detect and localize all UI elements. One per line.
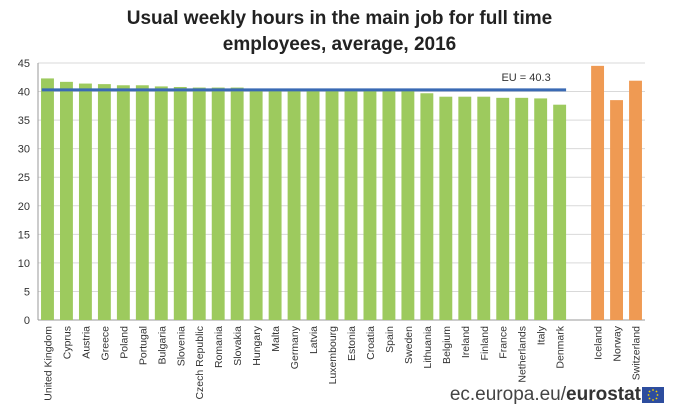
x-tick-label: Slovakia (232, 326, 244, 366)
x-tick-label: Ireland (460, 326, 472, 358)
x-tick-label: Latvia (308, 326, 320, 354)
y-tick-label: 0 (24, 315, 30, 327)
x-tick-label: Hungary (251, 325, 263, 365)
bar-belgium (439, 96, 453, 320)
y-tick-label: 15 (18, 229, 30, 241)
x-tick-label: Greece (99, 326, 111, 361)
bar-lithuania (420, 93, 434, 320)
x-tick-label: Estonia (346, 326, 358, 361)
bar-cyprus (60, 81, 73, 320)
bar-croatia (363, 89, 377, 320)
x-tick-label: Luxembourg (327, 326, 339, 385)
x-tick-label: Germany (289, 325, 301, 369)
x-tick-label: Switzerland (631, 326, 643, 380)
x-tick-label: Belgium (441, 326, 453, 364)
x-tick-label: Portugal (137, 326, 149, 365)
bar-iceland (591, 65, 605, 320)
x-tick-label: Malta (270, 326, 282, 352)
bar-greece (97, 84, 111, 321)
x-tick-label: United Kingdom (42, 326, 54, 401)
bar-estonia (344, 89, 358, 320)
y-tick-label: 45 (18, 58, 30, 70)
bar-finland (477, 96, 491, 320)
y-tick-label: 30 (18, 144, 30, 156)
y-tick-label: 5 (24, 286, 30, 298)
title-line-2: employees, average, 2016 (222, 34, 457, 55)
bar-czech-republic (192, 87, 206, 321)
eurostat-logo: ec.europa.eu/eurostat (449, 384, 641, 405)
x-tick-label: Italy (536, 325, 548, 345)
bar-romania (211, 87, 225, 321)
x-tick-label: Czech Republic (194, 326, 206, 400)
x-tick-label: Denmark (555, 325, 567, 368)
x-tick-label: Lithuania (422, 326, 434, 369)
title-line-1: Usual weekly hours in the main job for f… (126, 8, 553, 29)
eu-flag-icon (642, 387, 664, 403)
bar-denmark (553, 104, 567, 321)
bar-italy (534, 98, 548, 320)
x-tick-label: Bulgaria (156, 326, 168, 365)
bar-hungary (249, 88, 263, 320)
bar-bulgaria (154, 86, 168, 320)
bar-netherlands (515, 97, 529, 321)
bar-switzerland (629, 80, 642, 321)
y-tick-label: 25 (18, 172, 30, 184)
x-tick-label: Austria (80, 326, 92, 359)
bar-latvia (306, 89, 320, 320)
x-tick-label: Netherlands (517, 326, 529, 383)
bar-portugal (135, 85, 149, 320)
x-tick-label: Poland (118, 326, 130, 359)
x-tick-label: Finland (479, 326, 491, 361)
y-tick-label: 20 (18, 201, 30, 213)
bar-luxembourg (325, 89, 339, 320)
bar-slovakia (230, 87, 244, 321)
x-tick-label: Croatia (365, 326, 377, 360)
bar-spain (382, 89, 396, 320)
x-tick-label: Norway (612, 325, 624, 361)
bar-france (496, 97, 510, 321)
bar-austria (78, 83, 92, 320)
bar-germany (287, 89, 301, 320)
bar-malta (268, 88, 282, 320)
x-tick-label: Romania (213, 326, 225, 368)
bar-poland (116, 85, 130, 320)
x-tick-label: Sweden (403, 326, 415, 364)
x-tick-label: Cyprus (61, 326, 73, 359)
eu-average-label: EU = 40.3 (501, 72, 550, 84)
x-tick-label: Iceland (593, 326, 605, 360)
bar-sweden (401, 89, 415, 320)
x-tick-label: Spain (384, 326, 396, 353)
y-tick-label: 10 (18, 258, 30, 270)
chart-title: Usual weekly hours in the main job for f… (0, 6, 679, 58)
y-tick-label: 35 (18, 115, 30, 127)
bar-slovenia (173, 86, 187, 320)
bar-norway (610, 100, 623, 320)
bar-ireland (458, 96, 472, 320)
y-tick-label: 40 (18, 87, 30, 99)
x-tick-label: France (498, 326, 510, 359)
bar-united-kingdom (41, 78, 54, 320)
x-tick-label: Slovenia (175, 326, 187, 366)
